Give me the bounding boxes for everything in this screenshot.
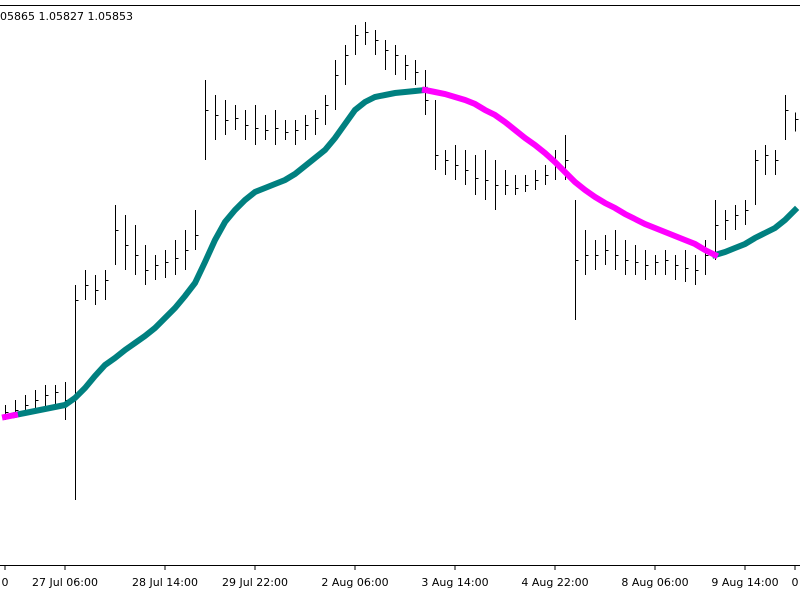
x-tick-label: 29 Jul 22:00 <box>222 576 288 589</box>
x-tick-label: 8 Aug 06:00 <box>621 576 688 589</box>
moving-average <box>11 86 429 419</box>
moving-average <box>1 411 19 421</box>
moving-average <box>421 86 720 260</box>
moving-average <box>711 205 800 259</box>
x-tick-label: 0 <box>2 576 9 589</box>
x-tick-label: 2 Aug 06:00 <box>321 576 388 589</box>
x-tick-label: 0 <box>792 576 799 589</box>
x-tick-label: 3 Aug 14:00 <box>421 576 488 589</box>
x-tick-label: 28 Jul 14:00 <box>132 576 198 589</box>
x-tick-label: 9 Aug 14:00 <box>711 576 778 589</box>
x-tick-label: 27 Jul 06:00 <box>32 576 98 589</box>
info-text: 05865 1.05827 1.05853 <box>0 10 133 23</box>
x-tick-label: 4 Aug 22:00 <box>521 576 588 589</box>
